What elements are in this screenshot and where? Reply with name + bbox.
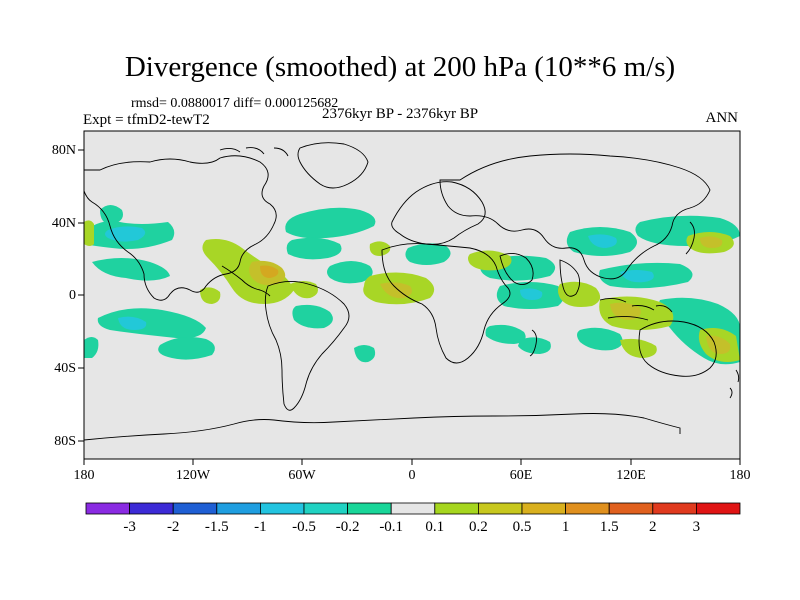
colorbar-swatch [608,502,654,515]
field-region-cyan [118,316,147,330]
field-region-olive [706,335,731,354]
coastline-antarctica [84,413,681,441]
colorbar-swatch [652,502,697,515]
field-region-teal [518,337,551,354]
field-region-teal [405,243,451,265]
coastline-indonesia [599,297,673,321]
experiment-label: Expt = tfmD2-tewT2 [83,112,210,128]
colorbar-label: 0.2 [469,519,488,535]
field-region-teal [158,337,215,360]
x-tick-label: 180 [73,468,95,483]
field-region-cyan [520,288,543,300]
colorbar-label: -3 [123,519,136,535]
coastline-new-zealand [729,369,740,399]
coastline-north-america [84,155,277,301]
coastline-india [559,259,581,297]
colorbar-swatch [303,502,348,515]
colorbar-swatch [521,502,566,515]
x-tick-label: 180 [729,468,751,483]
field-region-teal [485,324,526,344]
colorbar-label: -2 [166,519,180,535]
field-region-teal [84,337,99,358]
axis-ticks [78,149,741,465]
colorbar-swatch [216,502,261,515]
field-region-cyan [620,270,654,283]
field-region-teal [285,207,376,239]
colorbar-swatch [85,502,130,515]
field-region-teal [286,237,342,260]
coastline-greenland [297,142,369,189]
colorbar-label: -0.1 [379,519,404,535]
y-tick-label: 40S [54,361,76,376]
y-tick-label: 80S [54,434,76,449]
colorbar-swatch [259,502,305,515]
stats-label: rmsd= 0.0880017 diff= 0.000125682 [131,96,339,111]
colorbar-swatch [477,502,523,515]
colorbar-label: 3 [692,519,701,535]
colorbar-swatch [434,502,479,515]
y-tick-label: 0 [69,288,76,303]
coastline-africa [381,243,511,364]
colorbar-label: 1 [561,519,570,535]
field-region-olive [610,302,641,320]
field-region-teal [97,308,206,339]
map-title: Divergence (smoothed) at 200 hPa (10**6 … [124,51,676,83]
field-region-teal [292,304,333,329]
x-tick-label: 0 [408,468,416,483]
colorbar-swatch [696,502,741,515]
x-tick-label: 120W [175,468,211,483]
field-region-teal [577,327,623,351]
field-region-teal [100,205,123,225]
y-tick-label: 80N [51,143,76,158]
colorbar-label: -1 [254,519,267,535]
colorbar-swatch [129,502,174,515]
field-region-lime [84,220,94,246]
x-tick-label: 60E [509,468,533,483]
coastline-arabia [499,253,534,285]
coastline-asia [439,153,711,280]
divergence-field [84,205,740,365]
coastline-arctic-islands [219,147,289,157]
coastline-south-america [264,281,350,411]
season-label: ANN [705,110,739,126]
colorbar-label: 0.5 [512,519,532,535]
coastline-madagascar [529,329,537,357]
colorbar-label: -0.2 [335,519,360,535]
field-region-lime [369,241,391,256]
coastline-australia [638,320,717,377]
coastlines [84,142,740,441]
field-region-olive [700,236,723,248]
field-region-lime [202,239,294,304]
field-region-lime [200,287,221,304]
colorbar-label: -0.5 [292,519,316,535]
field-region-teal [354,345,376,363]
x-tick-label: 60W [288,468,316,483]
field-region-teal [92,258,170,281]
period-label: 2376kyr BP - 2376kyr BP [322,106,479,122]
coastline-japan [685,221,695,255]
coastline-europe [391,181,486,245]
colorbar-label: 0.1 [425,519,445,535]
coastline-central-america [221,265,271,297]
field-region-lime [558,281,601,307]
colorbar-swatch [565,502,610,515]
field-region-cyan [588,234,617,248]
colorbar-label: 2 [649,519,657,535]
field-region-gold [260,265,279,278]
colorbar-label: -1.5 [204,519,229,535]
x-tick-label: 120E [616,468,646,483]
colorbar-swatch [172,502,218,515]
colorbar-swatch [347,502,392,515]
colorbar-label: 1.5 [599,519,619,535]
colorbar-swatch [390,502,436,515]
y-tick-label: 40N [51,216,76,231]
field-region-teal [327,261,373,284]
field-region-lime [620,338,657,358]
